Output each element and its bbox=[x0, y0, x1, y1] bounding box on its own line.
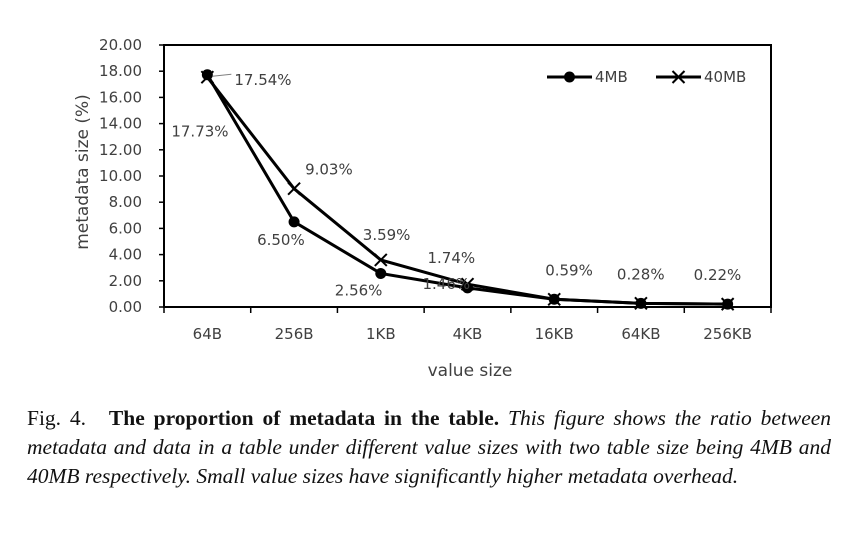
legend-item-4MB: 4MB bbox=[547, 68, 628, 86]
data-label-40MB: 0.28% bbox=[617, 265, 665, 283]
label-leader-line bbox=[212, 73, 232, 77]
y-tick-label: 2.00 bbox=[109, 272, 142, 290]
x-tick-label: 256KB bbox=[703, 325, 752, 343]
data-point-40MB bbox=[460, 277, 475, 291]
data-point-40MB bbox=[634, 296, 648, 311]
y-axis-title: metadata size (%) bbox=[73, 94, 93, 250]
x-axis-title: value size bbox=[428, 361, 513, 381]
data-point-4MB bbox=[375, 267, 387, 279]
data-label-4MB: 6.50% bbox=[257, 231, 305, 249]
y-tick-label: 14.00 bbox=[99, 115, 142, 133]
data-label-40MB: 0.59% bbox=[545, 261, 593, 279]
data-label-40MB: 1.74% bbox=[428, 249, 476, 267]
data-label-4MB: 2.56% bbox=[335, 281, 383, 299]
y-tick-label: 12.00 bbox=[99, 141, 142, 159]
y-tick-label: 10.00 bbox=[99, 167, 142, 185]
data-label-4MB: 17.73% bbox=[171, 123, 228, 141]
data-label-4MB: 1.46% bbox=[423, 275, 471, 293]
metadata-proportion-chart: 0.00 2.00 4.00 6.00 8.00 10.00 12.00 14.00 16.00… bbox=[73, 36, 772, 381]
y-tick-label: 0.00 bbox=[109, 298, 142, 316]
data-point-40MB bbox=[547, 292, 561, 306]
x-tick-label: 64B bbox=[193, 325, 222, 343]
x-tick-label: 16KB bbox=[535, 325, 574, 343]
data-label-40MB: 0.22% bbox=[694, 266, 742, 284]
y-tick-label: 4.00 bbox=[109, 246, 142, 264]
legend-item-40MB: 40MB bbox=[656, 68, 746, 86]
y-tick-label: 6.00 bbox=[109, 219, 142, 237]
legend-marker bbox=[564, 71, 575, 83]
data-point-40MB bbox=[720, 297, 735, 311]
x-tick-label: 64KB bbox=[621, 325, 660, 343]
caption-title: The proportion of metadata in the table. bbox=[108, 406, 500, 430]
data-point-40MB bbox=[200, 70, 215, 84]
y-tick-label: 16.00 bbox=[99, 88, 142, 106]
figure-caption: Fig. 4. The proportion of metadata in th… bbox=[27, 404, 831, 491]
data-label-40MB: 17.54% bbox=[234, 71, 291, 89]
data-label-40MB: 3.59% bbox=[363, 226, 411, 244]
legend-label: 4MB bbox=[595, 68, 628, 86]
caption-text: This figure shows the ratio between meta… bbox=[27, 406, 832, 488]
data-point-4MB bbox=[201, 69, 213, 81]
y-tick-label: 8.00 bbox=[109, 193, 142, 211]
data-point-40MB bbox=[287, 181, 301, 196]
x-tick-label: 256B bbox=[275, 325, 314, 343]
y-tick-label: 18.00 bbox=[99, 62, 142, 80]
data-point-4MB bbox=[288, 216, 300, 228]
figure-number: Fig. 4. bbox=[27, 406, 87, 430]
x-tick-label: 1KB bbox=[366, 325, 396, 343]
legend-label: 40MB bbox=[704, 68, 746, 86]
y-tick-label: 20.00 bbox=[99, 36, 142, 54]
data-label-40MB: 9.03% bbox=[305, 161, 353, 179]
x-tick-label: 4KB bbox=[453, 325, 483, 343]
data-point-40MB bbox=[374, 253, 388, 267]
